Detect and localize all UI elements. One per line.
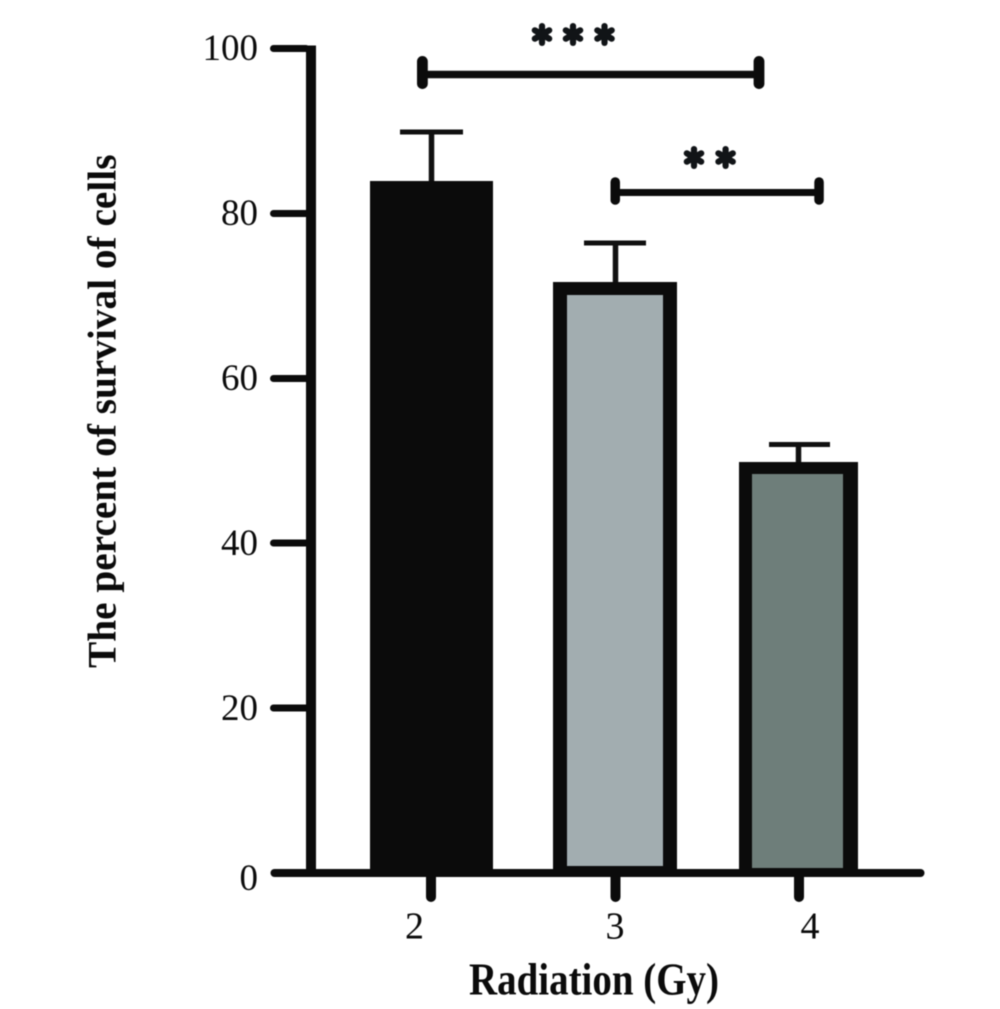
- svg-text:2: 2: [405, 906, 424, 948]
- svg-text:60: 60: [221, 358, 258, 399]
- svg-text:0: 0: [240, 858, 259, 899]
- svg-text:100: 100: [203, 28, 259, 69]
- svg-text:40: 40: [221, 523, 258, 564]
- svg-text:3: 3: [606, 906, 625, 948]
- svg-text:Radiation (Gy): Radiation (Gy): [469, 954, 719, 1005]
- svg-text:20: 20: [221, 688, 258, 729]
- svg-text:80: 80: [221, 193, 258, 234]
- svg-text:4: 4: [801, 906, 820, 948]
- svg-text:The percent of survival of cel: The percent of survival of cells: [80, 155, 125, 669]
